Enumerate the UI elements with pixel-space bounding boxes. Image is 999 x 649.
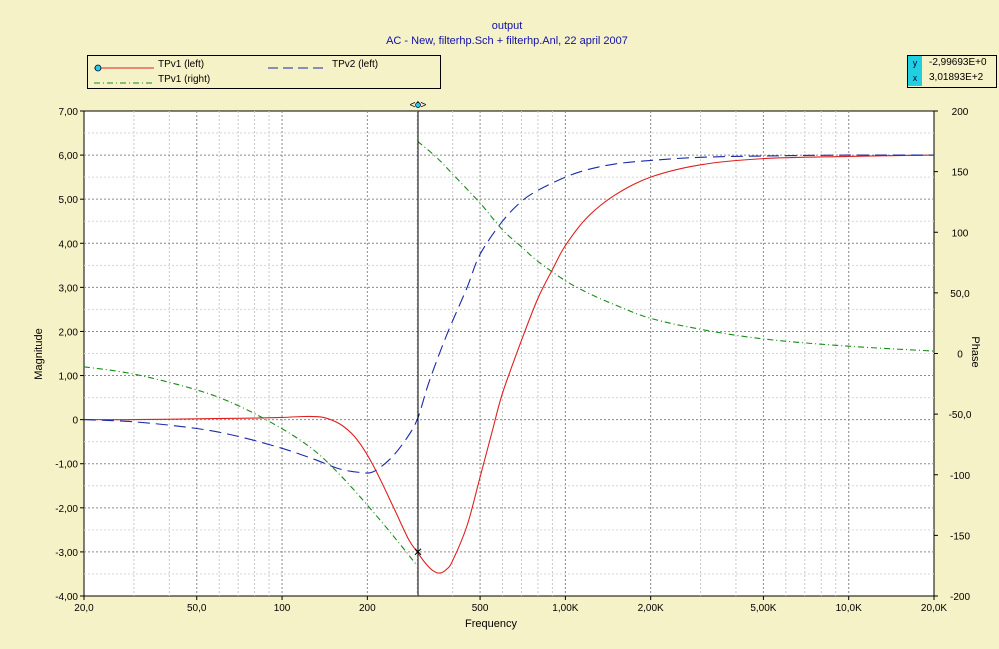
y-tick-label-right: 200 [952,107,969,118]
series-line-2 [417,140,935,352]
x-tick-label: 1,00K [552,603,578,614]
x-tick-label: 100 [274,603,291,614]
cursor-handle-icon[interactable] [415,102,421,108]
cursor-group[interactable]: <◊> [410,100,427,596]
x-tick-label: 50,0 [187,603,207,614]
readout-y-row: y -2,99693E+0 [908,56,996,71]
readout-y-tag: y [908,56,922,71]
y-tick-label-right: -100 [950,471,970,482]
grid [84,111,934,596]
x-axis-label: Frequency [465,618,517,630]
y-tick-label-right: 150 [952,168,969,179]
y-tick-label-right: 0 [957,350,963,361]
y-tick-label-left: -3,00 [55,548,78,559]
y-tick-label-right: 100 [952,228,969,239]
y-tick-label-left: 1,00 [59,372,79,383]
x-tick-label: 2,00K [638,603,664,614]
legend-label: TPv1 (right) [158,74,211,85]
y-tick-label-left: 2,00 [59,327,79,338]
y-axis-label-left: Magnitude [33,328,45,379]
y-tick-label-left: 3,00 [59,283,79,294]
y-tick-label-left: 0 [72,416,78,427]
series-line-0 [83,154,935,574]
x-tick-label: 10,0K [836,603,862,614]
y-tick-label-right: 50,0 [950,289,970,300]
series-line-2 [83,366,418,567]
legend-label: TPv2 (left) [332,59,379,70]
y-tick-label-left: 6,00 [59,151,79,162]
y-tick-label-left: 5,00 [59,195,79,206]
y-tick-label-left: -2,00 [55,504,78,515]
x-tick-label: 5,00K [750,603,776,614]
axes-group: 20,0 50,0 100 200 500 1,00K 2,00K 5,00K 10,0K 20,… [55,107,972,614]
legend-marker-icon [94,64,102,72]
legend[interactable]: TPv1 (left) TPv2 (left) TPv1 (right) [87,55,441,89]
y-axis-label-right: Phase [969,336,981,367]
legend-label: TPv1 (left) [158,59,205,70]
x-tick-label: 20,0 [74,603,94,614]
chart-subtitle: AC - New, filterhp.Sch + filterhp.Anl, 2… [386,35,628,47]
y-tick-label-right: -150 [950,531,970,542]
x-tick-label: 200 [359,603,376,614]
y-tick-label-right: -50,0 [949,410,972,421]
series-line-1 [83,154,935,474]
readout-x-value: 3,01893E+2 [929,72,984,83]
y-tick-label-left: 7,00 [59,107,79,118]
chart-title: output [491,20,523,32]
x-tick-label: 500 [472,603,489,614]
y-tick-label-left: -4,00 [55,592,78,603]
series-group [83,140,935,574]
readout-y-value: -2,99693E+0 [929,57,987,68]
readout-x-tag: x [908,71,922,86]
readout-x-row: x 3,01893E+2 [908,71,996,86]
y-tick-label-left: -1,00 [55,460,78,471]
y-tick-label-left: 4,00 [59,239,79,250]
x-tick-label: 20,0K [921,603,947,614]
y-tick-label-right: -200 [950,592,970,603]
cursor-readout: y -2,99693E+0 x 3,01893E+2 [907,55,997,88]
cursor-marker-icon [414,548,422,556]
